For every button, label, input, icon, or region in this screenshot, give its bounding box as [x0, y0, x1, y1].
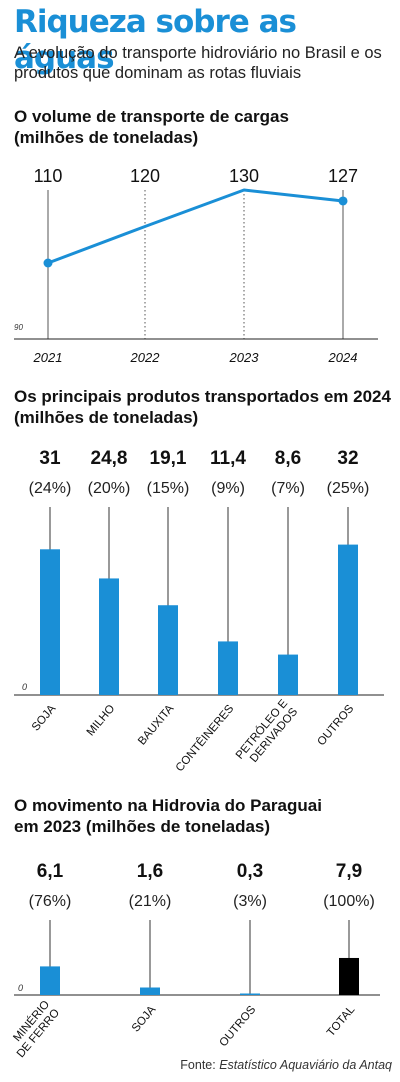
- products-bar-chart: 031(24%)SOJA24,8(20%)MILHO19,1(15%)BAUXI…: [14, 448, 384, 774]
- data-point-2021: [43, 258, 53, 268]
- bar-percent-label: (100%): [323, 893, 375, 910]
- y-baseline-label: 90: [14, 323, 23, 332]
- source-prefix: Fonte:: [180, 1058, 216, 1072]
- bar-value-label: 31: [39, 448, 61, 469]
- top-value-label: 130: [229, 166, 259, 186]
- paraguay-bar-chart: 06,1(76%)MINÉRIODE FERRO1,6(21%)SOJA0,3(…: [11, 861, 380, 1060]
- source-name: Estatístico Aquaviário da Antaq: [219, 1058, 392, 1072]
- paraguay-chart-title-text: O movimento na Hidrovia do Paraguai: [14, 796, 322, 815]
- bar-outros: [240, 993, 260, 995]
- bar-contêineres: [218, 641, 238, 695]
- cargo-volume-series-line: [47, 188, 344, 265]
- category-label-line: TOTAL: [325, 1003, 358, 1039]
- bar-soja: [140, 987, 160, 995]
- bar-bauxita: [158, 605, 178, 695]
- bar-percent-label: (25%): [327, 480, 370, 497]
- products-chart-unit: (milhões de toneladas): [14, 408, 199, 427]
- bar-soja: [40, 549, 60, 695]
- bar-value-label: 7,9: [336, 861, 362, 882]
- baseline-label: 0: [18, 983, 23, 993]
- line-chart-title: O volume de transporte de cargas (milhõe…: [14, 106, 400, 148]
- bar-percent-label: (24%): [29, 480, 72, 497]
- x-tick-label: 2021: [33, 350, 63, 365]
- products-chart-title-text: Os principais produtos transportados em …: [14, 387, 391, 406]
- bar-percent-label: (3%): [233, 893, 267, 910]
- category-label-line: SOJA: [130, 1004, 159, 1035]
- x-tick-label: 2024: [328, 350, 358, 365]
- top-value-label: 120: [130, 166, 160, 186]
- products-chart-title: Os principais produtos transportados em …: [14, 386, 400, 428]
- line-chart-title-text: O volume de transporte de cargas: [14, 107, 289, 126]
- bar-percent-label: (15%): [147, 480, 190, 497]
- bar-percent-label: (20%): [88, 480, 131, 497]
- bar-minério-de-ferro: [40, 966, 60, 995]
- bar-outros: [338, 544, 358, 695]
- bar-total: [339, 957, 359, 995]
- bar-percent-label: (21%): [129, 893, 172, 910]
- x-tick-label: 2022: [130, 350, 161, 365]
- bar-value-label: 6,1: [37, 861, 64, 882]
- paraguay-chart-title: O movimento na Hidrovia do Paraguai em 2…: [14, 795, 400, 837]
- bar-value-label: 32: [337, 448, 358, 469]
- bar-milho: [99, 578, 119, 695]
- infographic-subtitle: A evolução do transporte hidroviário no …: [14, 44, 382, 82]
- bar-value-label: 19,1: [150, 448, 187, 469]
- baseline-label: 0: [22, 682, 27, 692]
- bar-value-label: 11,4: [210, 448, 246, 469]
- x-tick-label: 2023: [229, 350, 260, 365]
- bar-value-label: 1,6: [137, 861, 163, 882]
- bar-petróleo e derivados: [278, 654, 298, 695]
- line-chart-unit: (milhões de toneladas): [14, 128, 199, 147]
- top-value-label: 110: [34, 166, 63, 186]
- category-label-line: OUTROS: [218, 1004, 259, 1050]
- bar-percent-label: (76%): [29, 893, 72, 910]
- bar-percent-label: (9%): [211, 480, 245, 497]
- category-label: OUTROS: [218, 1004, 259, 1050]
- category-label: SOJA: [130, 1004, 159, 1035]
- infographic-title: Riqueza sobre as águas: [14, 4, 297, 76]
- bar-value-label: 0,3: [237, 861, 263, 882]
- category-label: TOTAL: [325, 1003, 358, 1039]
- bar-value-label: 8,6: [275, 448, 301, 469]
- paraguay-chart-unit: em 2023 (milhões de toneladas): [14, 817, 271, 836]
- bar-value-label: 24,8: [91, 448, 128, 469]
- cargo-volume-line-chart: 110 2021 120 2022 130 2023 127 2024 90: [14, 166, 378, 365]
- data-point-2024: [338, 196, 348, 206]
- category-label: MINÉRIODE FERRO: [4, 998, 62, 1060]
- source-note: Fonte: Estatístico Aquaviário da Antaq: [180, 1058, 392, 1072]
- top-value-label: 127: [328, 166, 358, 186]
- bar-percent-label: (7%): [271, 480, 305, 497]
